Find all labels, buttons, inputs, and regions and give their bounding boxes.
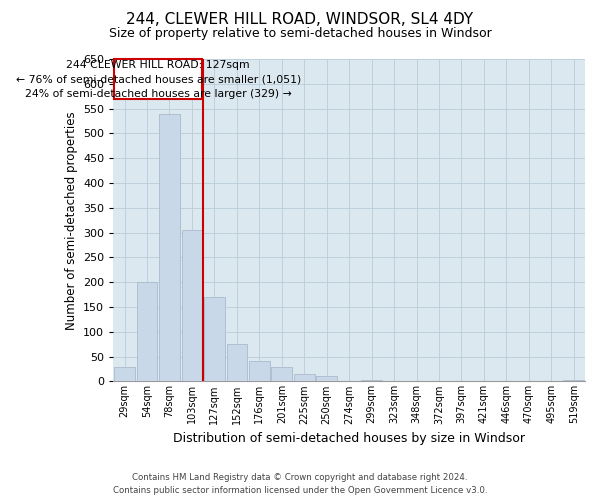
Bar bbox=[294, 374, 314, 382]
Text: Contains HM Land Registry data © Crown copyright and database right 2024.
Contai: Contains HM Land Registry data © Crown c… bbox=[113, 474, 487, 495]
Bar bbox=[114, 366, 135, 382]
Bar bbox=[204, 297, 225, 382]
Text: Size of property relative to semi-detached houses in Windsor: Size of property relative to semi-detach… bbox=[109, 28, 491, 40]
Y-axis label: Number of semi-detached properties: Number of semi-detached properties bbox=[65, 111, 77, 330]
Bar bbox=[182, 230, 202, 382]
Bar bbox=[137, 282, 157, 382]
Bar bbox=[249, 360, 269, 382]
Bar bbox=[563, 380, 584, 382]
Bar bbox=[159, 114, 180, 382]
Bar bbox=[316, 376, 337, 382]
Text: 244, CLEWER HILL ROAD, WINDSOR, SL4 4DY: 244, CLEWER HILL ROAD, WINDSOR, SL4 4DY bbox=[127, 12, 473, 28]
Bar bbox=[227, 344, 247, 382]
FancyBboxPatch shape bbox=[115, 59, 202, 98]
Bar bbox=[361, 380, 382, 382]
Bar bbox=[271, 366, 292, 382]
Text: 244 CLEWER HILL ROAD: 127sqm
← 76% of semi-detached houses are smaller (1,051)
2: 244 CLEWER HILL ROAD: 127sqm ← 76% of se… bbox=[16, 60, 301, 99]
X-axis label: Distribution of semi-detached houses by size in Windsor: Distribution of semi-detached houses by … bbox=[173, 432, 525, 445]
